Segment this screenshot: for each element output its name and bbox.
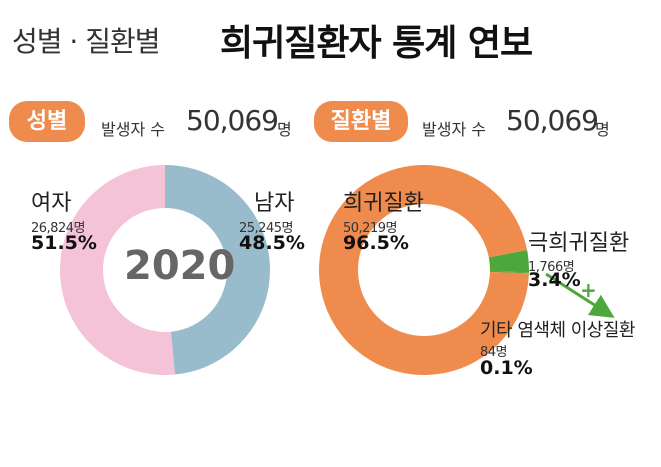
gender-donut	[60, 165, 270, 375]
chromosome-percent: 0.1%	[480, 357, 533, 379]
donut-slice-ultra-rare	[488, 249, 529, 273]
year-label: 2020	[124, 243, 236, 289]
disease-pill: 질환별	[314, 101, 408, 142]
female-count: 26,824명	[31, 221, 85, 236]
female-label: 여자	[31, 191, 72, 216]
chromosome-label: 기타 염색체 이상질환	[480, 320, 635, 341]
disease-occurrence-label: 발생자 수	[422, 120, 486, 139]
rare-count: 50,219명	[343, 221, 397, 236]
male-count: 25,245명	[239, 221, 293, 236]
rare-percent: 96.5%	[343, 232, 409, 254]
plus-sign: +	[580, 278, 597, 302]
ultra-rare-label: 극희귀질환	[528, 231, 630, 256]
ultra-rare-arrow	[545, 272, 615, 318]
ultra-rare-percent: 3.4%	[528, 269, 581, 291]
disease-donut	[319, 165, 529, 376]
donut-slice-rare	[319, 165, 529, 376]
gender-occurrence-label: 발생자 수	[101, 120, 165, 139]
disease-occurrence-unit: 명	[595, 120, 610, 139]
donut-slice-female	[60, 165, 175, 375]
subtitle: 성별 · 질환별	[12, 25, 161, 58]
gender-occurrence-unit: 명	[277, 120, 292, 139]
male-percent: 48.5%	[239, 232, 305, 254]
disease-occurrence-value: 50,069	[506, 104, 599, 137]
donut-slice-chromosome	[489, 271, 529, 274]
donut-slice-male	[165, 165, 270, 375]
gender-occurrence-value: 50,069	[186, 104, 279, 137]
ultra-rare-count: 1,766명	[528, 260, 575, 275]
page-title: 희귀질환자 통계 연보	[220, 23, 533, 64]
rare-label: 희귀질환	[343, 191, 424, 216]
male-label: 남자	[254, 191, 295, 216]
chromosome-count: 84명	[480, 345, 508, 360]
gender-pill: 성별	[9, 101, 85, 142]
female-percent: 51.5%	[31, 232, 97, 254]
